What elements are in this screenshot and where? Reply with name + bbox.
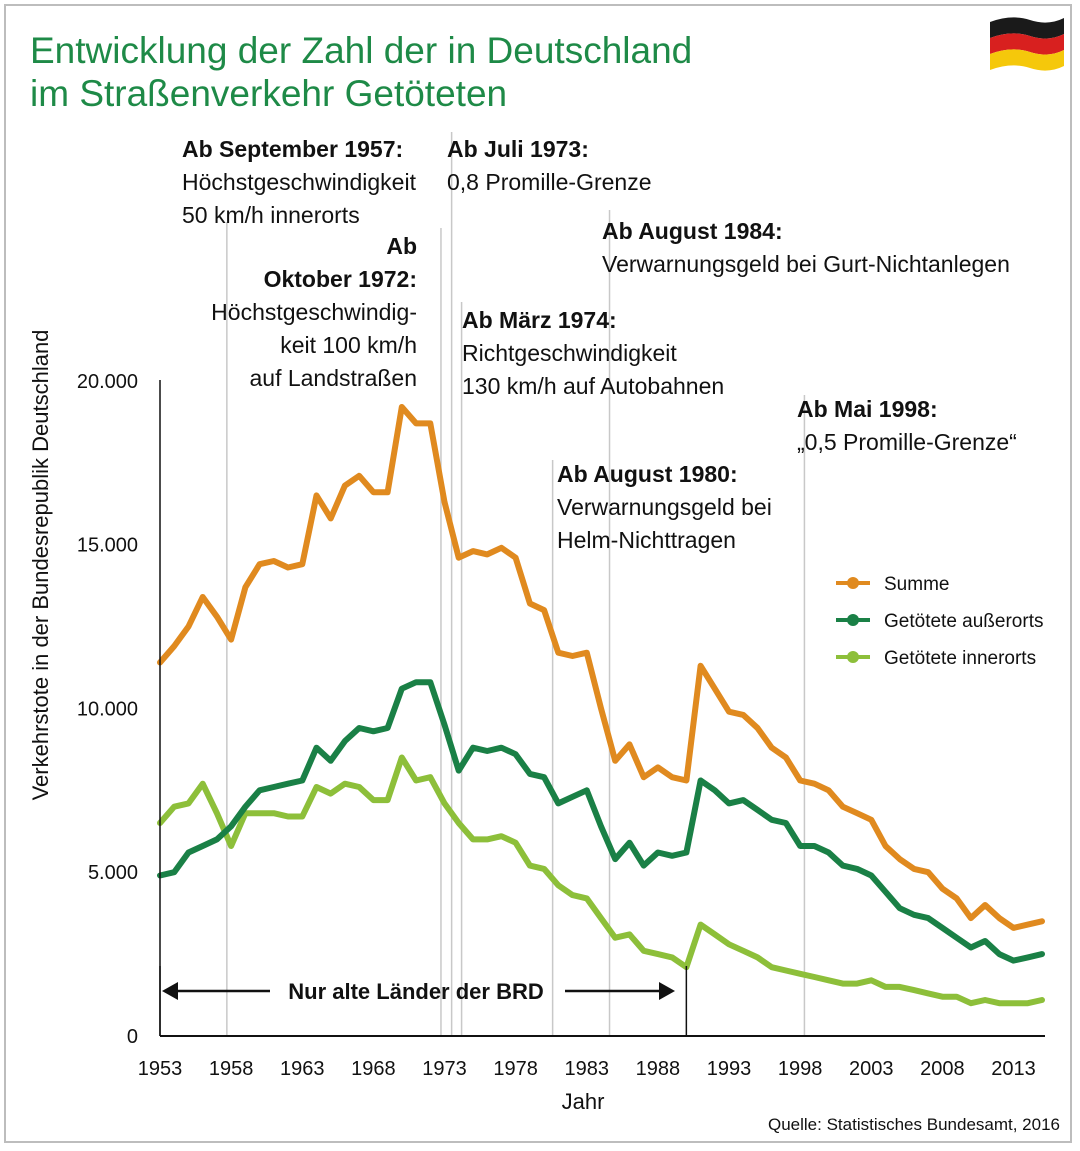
x-tick-label: 1973 — [422, 1058, 467, 1080]
legend: Summe Getötete außerorts Getötete innero… — [836, 574, 1043, 669]
y-tick-label: 15.000 — [77, 535, 138, 557]
annotation-heading: Ab August 1984: — [602, 218, 783, 244]
x-tick-label: 2008 — [920, 1058, 965, 1080]
legend-marker-ausserorts — [847, 614, 859, 626]
series-line-ausserorts — [157, 679, 1045, 964]
annotation: Ab Oktober 1972: Höchstgeschwindig-keit 10… — [211, 233, 417, 391]
annotation-heading: Ab März 1974: — [462, 307, 617, 333]
arrow-left-icon — [162, 982, 178, 1000]
annotation-text: auf Landstraßen — [249, 365, 417, 391]
x-tick-label: 1978 — [493, 1058, 538, 1080]
annotation-text: Richtgeschwindigkeit — [462, 340, 677, 366]
annotation-text: „0,5 Promille-Grenze“ — [797, 429, 1017, 455]
annotations: Ab September 1957: Höchstgeschwindigkeit 5… — [182, 136, 1017, 553]
source-note: Quelle: Statistisches Bundesamt, 2016 — [768, 1115, 1060, 1134]
annotation-text: Höchstgeschwindig- — [211, 299, 417, 325]
annotation-heading: Ab Mai 1998: — [797, 396, 938, 422]
x-tick-label: 1993 — [707, 1058, 752, 1080]
legend-marker-summe — [847, 577, 859, 589]
legend-item-summe: Summe — [836, 574, 949, 595]
legend-item-ausserorts: Getötete außerorts — [836, 611, 1043, 632]
annotation: Ab August 1984: Verwarnungsgeld bei Gurt-… — [602, 218, 1010, 277]
x-tick-label: 1988 — [636, 1058, 681, 1080]
legend-marker-innerorts — [847, 651, 859, 663]
y-axis-label: Verkehrstote in der Bundesrepublik Deuts… — [28, 330, 53, 801]
annotation-heading: Ab — [386, 233, 417, 259]
annotation: Ab Juli 1973: 0,8 Promille-Grenze — [447, 136, 652, 195]
figure-frame — [4, 4, 1072, 1143]
y-tick-label: 10.000 — [77, 698, 138, 720]
x-tick-label: 1968 — [351, 1058, 396, 1080]
flag-germany-icon — [990, 17, 1064, 71]
annotation-heading: Oktober 1972: — [264, 266, 417, 292]
x-tick-label: 1998 — [778, 1058, 823, 1080]
annotation: Ab März 1974: Richtgeschwindigkeit 130 km/… — [462, 307, 724, 399]
annotation-text: Verwarnungsgeld bei — [557, 494, 772, 520]
flag-stripe-red — [990, 33, 1064, 55]
x-tick-label: 2013 — [991, 1058, 1036, 1080]
span-label: Nur alte Länder der BRD — [288, 979, 544, 1004]
legend-label-innerorts: Getötete innerorts — [884, 648, 1036, 669]
x-axis-label: Jahr — [562, 1089, 605, 1114]
y-axis-tick-labels: 0 5.000 10.000 15.000 20.000 — [77, 371, 138, 1048]
legend-label-ausserorts: Getötete außerorts — [884, 611, 1043, 632]
annotation-heading: Ab September 1957: — [182, 136, 403, 162]
y-tick-label: 20.000 — [77, 371, 138, 393]
legend-item-innerorts: Getötete innerorts — [836, 648, 1036, 669]
annotation-text: Höchstgeschwindigkeit — [182, 169, 417, 195]
x-tick-label: 2003 — [849, 1058, 894, 1080]
annotation-text: keit 100 km/h — [280, 332, 417, 358]
x-tick-label: 1958 — [209, 1058, 254, 1080]
annotation-text: Helm-Nichttragen — [557, 527, 736, 553]
arrow-right-icon — [659, 982, 675, 1000]
chart-title-line-1: Entwicklung der Zahl der in Deutschland — [30, 30, 692, 71]
x-axis-tick-labels: 1953 1958 1963 1968 1973 1978 1983 1988 1993 1998… — [138, 1058, 1036, 1080]
annotation: Ab Mai 1998: „0,5 Promille-Grenze“ — [797, 396, 1017, 455]
flag-stripe-black — [990, 17, 1064, 39]
annotation-heading: Ab Juli 1973: — [447, 136, 589, 162]
annotation-text: 50 km/h innerorts — [182, 202, 360, 228]
series-line-innerorts — [157, 754, 1045, 1007]
annotation-text: 0,8 Promille-Grenze — [447, 169, 652, 195]
series-lines — [157, 404, 1045, 1007]
x-tick-label: 1953 — [138, 1058, 183, 1080]
annotation: Ab August 1980: Verwarnungsgeld bei Helm-N… — [557, 461, 772, 553]
legend-label-summe: Summe — [884, 574, 949, 595]
x-tick-label: 1983 — [565, 1058, 610, 1080]
series-line-summe — [157, 404, 1045, 931]
y-tick-label: 0 — [127, 1026, 138, 1048]
annotation-lines — [226, 132, 806, 1036]
annotation-text: 130 km/h auf Autobahnen — [462, 373, 724, 399]
annotation: Ab September 1957: Höchstgeschwindigkeit 5… — [182, 136, 417, 228]
brd-span-marker: Nur alte Länder der BRD — [159, 966, 688, 1036]
y-tick-label: 5.000 — [88, 862, 138, 884]
annotation-heading: Ab August 1980: — [557, 461, 738, 487]
chart-title-line-2: im Straßenverkehr Getöteten — [30, 73, 507, 114]
x-tick-label: 1963 — [280, 1058, 325, 1080]
annotation-text: Verwarnungsgeld bei Gurt-Nichtanlegen — [602, 251, 1010, 277]
flag-stripe-gold — [990, 49, 1064, 71]
